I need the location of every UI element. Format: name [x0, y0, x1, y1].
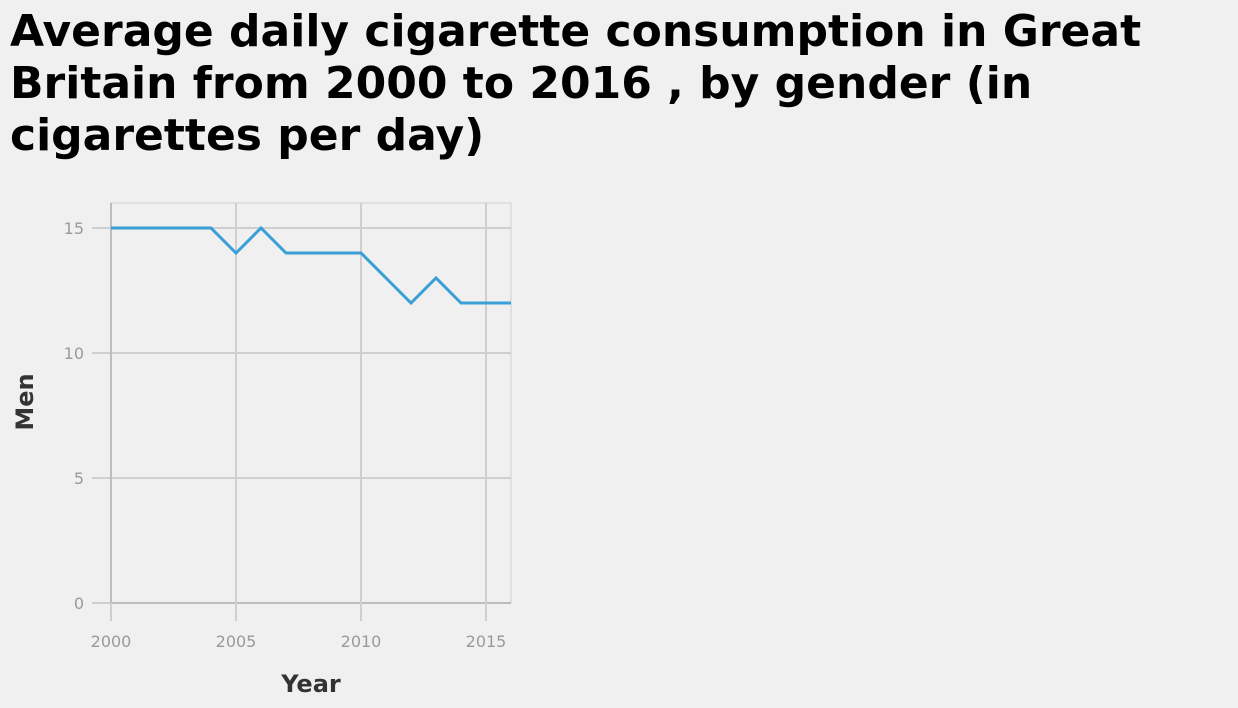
x-tick-label: 2010	[341, 632, 382, 651]
x-tick-label: 2005	[216, 632, 257, 651]
y-tick-label: 15	[64, 219, 84, 238]
chart-title: Average daily cigarette consumption in G…	[10, 6, 1142, 161]
plot-frame	[110, 202, 512, 604]
y-axis-title: Men	[11, 373, 39, 430]
series-layer	[111, 225, 511, 306]
x-axis-title: Year	[280, 670, 341, 698]
x-tick-label: 2000	[91, 632, 132, 651]
x-tick-label: 2015	[466, 632, 507, 651]
y-tick-label: 0	[74, 594, 84, 613]
y-tick-label: 5	[74, 469, 84, 488]
grid	[92, 202, 512, 621]
series-line-men	[111, 225, 511, 306]
y-tick-label: 10	[64, 344, 84, 363]
tick-labels: 0 5 10 15 2000 2005 2010 2015	[64, 219, 507, 651]
